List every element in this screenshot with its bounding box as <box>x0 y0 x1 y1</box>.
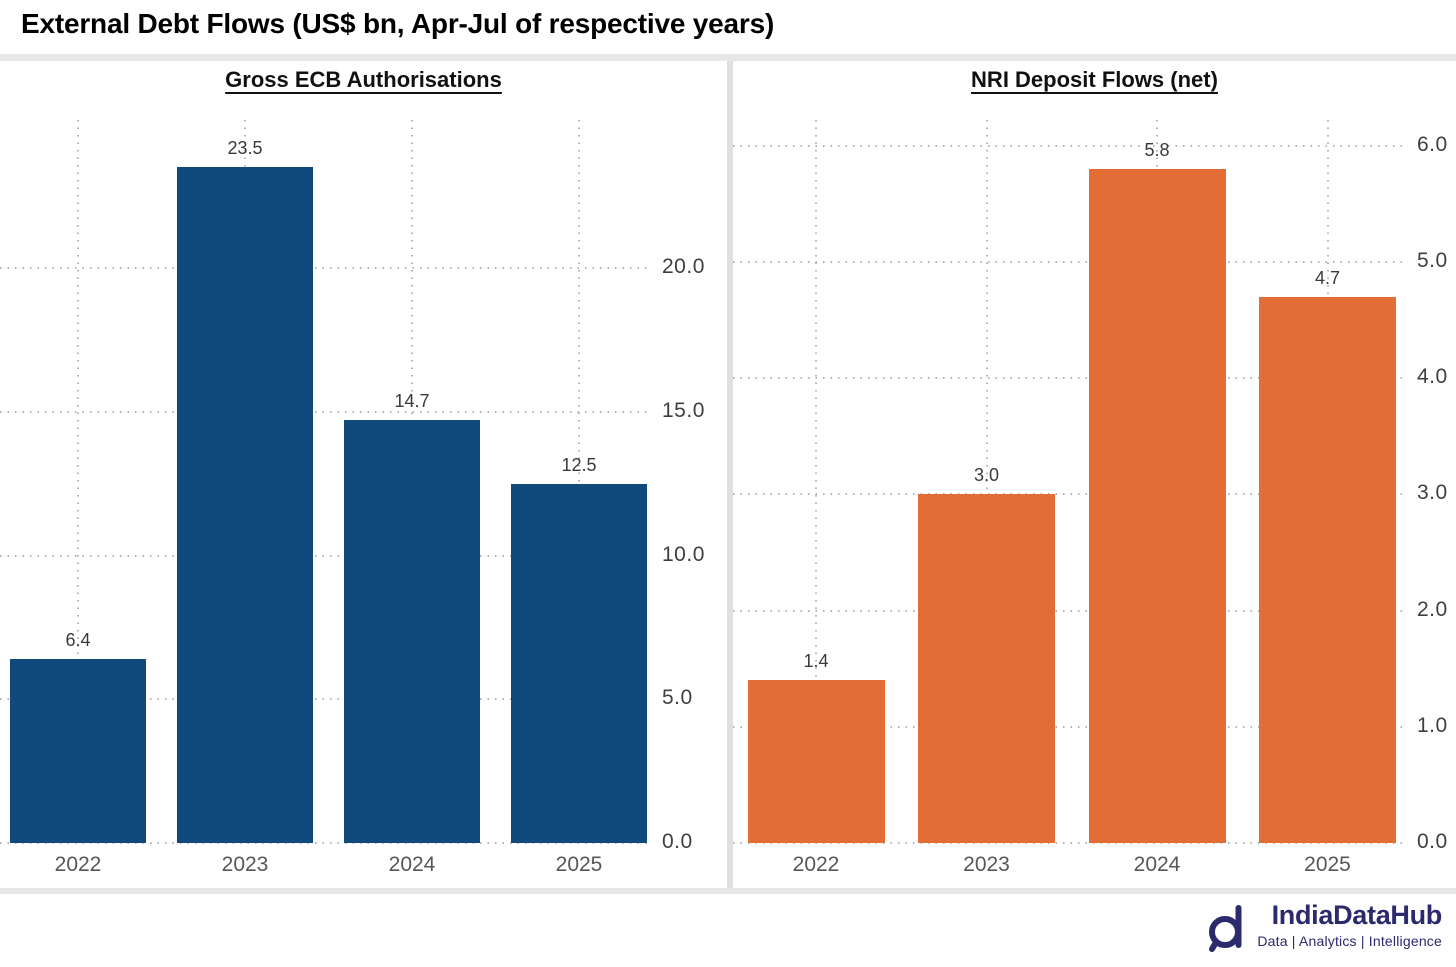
y-gridline <box>733 493 1405 496</box>
y-axis-tick-label: 4.0 <box>1417 365 1448 389</box>
x-gridline <box>77 120 79 843</box>
bar-value-label: 6.4 <box>65 630 91 651</box>
x-axis-tick-label: 2024 <box>388 853 436 876</box>
x-axis-tick-label: 2025 <box>1304 853 1351 876</box>
y-axis-tick-label: 10.0 <box>662 542 705 566</box>
bar-value-label: 23.5 <box>227 138 263 159</box>
chart-panel-ecb: Gross ECB Authorisations 0.0 5.0 10.0 15.0 2… <box>0 61 727 888</box>
chart-title-nri: NRI Deposit Flows (net) <box>971 67 1218 92</box>
brand-tagline: Data | Analytics | Intelligence <box>1257 933 1442 949</box>
chart-plot-ecb: 0.0 5.0 10.0 15.0 20.0 6.4 2022 23.5 2023 14.7 202… <box>0 61 727 888</box>
y-gridline <box>733 377 1405 380</box>
y-axis-tick-label: 5.0 <box>1417 248 1448 272</box>
bar-2023 <box>177 167 313 843</box>
brand-name: IndiaDataHub <box>1271 900 1443 930</box>
y-gridline <box>733 260 1405 263</box>
header-divider <box>0 54 1456 61</box>
bar-value-label: 3.0 <box>973 465 1000 486</box>
brand-text-block: IndiaDataHub Data | Analytics | Intellig… <box>1257 898 1442 949</box>
page-title: External Debt Flows (US$ bn, Apr-Jul of … <box>21 8 775 39</box>
y-gridline <box>0 842 650 844</box>
y-gridline <box>0 410 650 413</box>
bar-2022 <box>747 680 885 843</box>
bar-value-label: 5.8 <box>1144 139 1170 160</box>
x-axis-tick-label: 2024 <box>1133 853 1181 876</box>
bar-2023 <box>918 494 1055 843</box>
y-gridline <box>733 144 1405 147</box>
bar-2025 <box>511 483 647 843</box>
y-axis-tick-label: 0.0 <box>662 830 693 853</box>
x-axis-tick-label: 2022 <box>54 853 102 876</box>
bar-2025 <box>1259 296 1396 843</box>
x-axis-tick-label: 2023 <box>963 853 1010 876</box>
x-axis-tick-label: 2022 <box>792 853 840 876</box>
bar-2024 <box>1088 168 1226 843</box>
y-axis-tick-label: 0.0 <box>1417 830 1448 853</box>
y-axis-tick-label: 1.0 <box>1417 713 1448 737</box>
bar-value-label: 12.5 <box>561 454 597 475</box>
chart-title-ecb: Gross ECB Authorisations <box>225 67 502 92</box>
y-axis-tick-label: 6.0 <box>1417 132 1448 156</box>
chart-panel-nri: NRI Deposit Flows (net) 0.0 1.0 2.0 3.0 4.0 5… <box>733 61 1456 888</box>
bar-2022 <box>10 659 146 843</box>
magnifier-d-icon <box>1209 905 1242 952</box>
chart-plot-nri: 0.0 1.0 2.0 3.0 4.0 5.0 6.0 1.4 2022 3.0 2023 5.8 20… <box>733 61 1456 888</box>
y-gridline <box>733 725 1405 728</box>
y-axis-tick-label: 20.0 <box>662 255 705 279</box>
x-gridline <box>985 120 988 843</box>
y-axis-tick-label: 5.0 <box>662 686 693 710</box>
bar-value-label: 4.7 <box>1314 267 1341 288</box>
x-gridline <box>815 120 817 843</box>
y-gridline <box>0 554 650 557</box>
bar-value-label: 1.4 <box>803 651 829 672</box>
panel-divider <box>727 61 733 888</box>
y-axis-tick-label: 2.0 <box>1417 597 1448 621</box>
bar-2024 <box>344 420 480 843</box>
y-gridline <box>733 842 1405 844</box>
y-gridline <box>733 609 1405 612</box>
footer-divider <box>0 888 1456 894</box>
brand-logo: IndiaDataHub Data | Analytics | Intellig… <box>1207 898 1442 956</box>
x-axis-tick-label: 2025 <box>555 853 603 876</box>
bar-value-label: 14.7 <box>394 391 430 412</box>
x-gridline <box>578 120 580 843</box>
x-axis-tick-label: 2023 <box>221 853 269 876</box>
y-gridline <box>0 267 650 270</box>
y-axis-tick-label: 15.0 <box>662 398 705 422</box>
y-axis-tick-label: 3.0 <box>1417 481 1448 505</box>
y-gridline <box>0 698 650 701</box>
